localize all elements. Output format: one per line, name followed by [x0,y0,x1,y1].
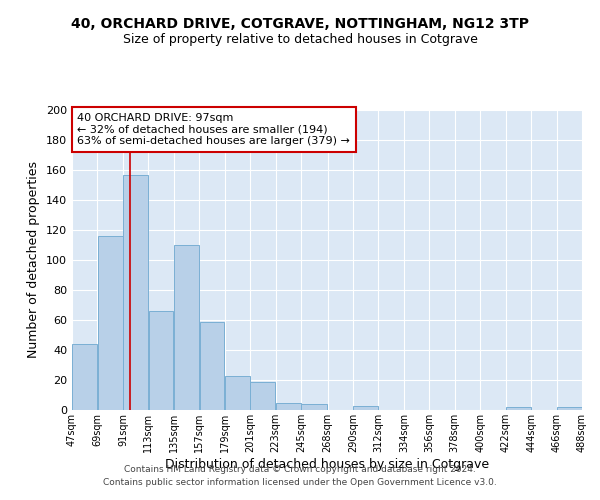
Bar [200,322,224,410]
Text: Contains public sector information licensed under the Open Government Licence v3: Contains public sector information licen… [103,478,497,487]
Bar [98,236,122,410]
Bar [353,406,378,410]
Bar [73,344,97,410]
Bar [225,376,250,410]
Bar [250,382,275,410]
Bar [557,407,581,410]
X-axis label: Distribution of detached houses by size in Cotgrave: Distribution of detached houses by size … [165,458,489,470]
Text: Size of property relative to detached houses in Cotgrave: Size of property relative to detached ho… [122,32,478,46]
Text: Contains HM Land Registry data © Crown copyright and database right 2024.: Contains HM Land Registry data © Crown c… [124,466,476,474]
Y-axis label: Number of detached properties: Number of detached properties [28,162,40,358]
Bar [123,174,148,410]
Bar [276,402,301,410]
Bar [149,311,173,410]
Bar [506,407,531,410]
Bar [174,245,199,410]
Text: 40, ORCHARD DRIVE, COTGRAVE, NOTTINGHAM, NG12 3TP: 40, ORCHARD DRIVE, COTGRAVE, NOTTINGHAM,… [71,18,529,32]
Bar [301,404,327,410]
Text: 40 ORCHARD DRIVE: 97sqm
← 32% of detached houses are smaller (194)
63% of semi-d: 40 ORCHARD DRIVE: 97sqm ← 32% of detache… [77,113,350,146]
